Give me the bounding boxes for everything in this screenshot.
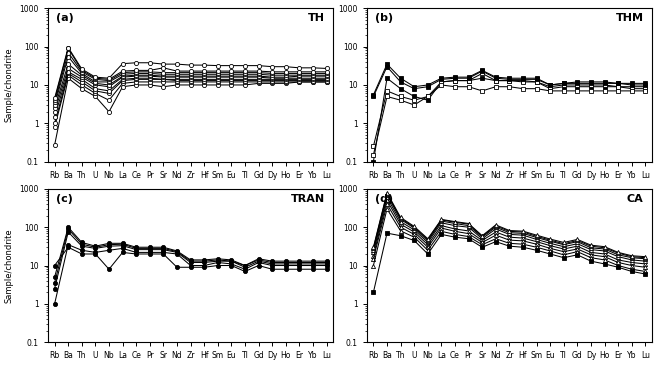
- Text: CA: CA: [627, 193, 644, 204]
- Text: (c): (c): [57, 193, 74, 204]
- Text: (a): (a): [57, 13, 74, 23]
- Text: (d): (d): [375, 193, 394, 204]
- Y-axis label: Sample/chondrite: Sample/chondrite: [5, 48, 14, 122]
- Text: THM: THM: [616, 13, 644, 23]
- Text: TRAN: TRAN: [290, 193, 325, 204]
- Text: (b): (b): [375, 13, 394, 23]
- Text: TH: TH: [307, 13, 325, 23]
- Y-axis label: Sample/chondrite: Sample/chondrite: [5, 228, 14, 303]
